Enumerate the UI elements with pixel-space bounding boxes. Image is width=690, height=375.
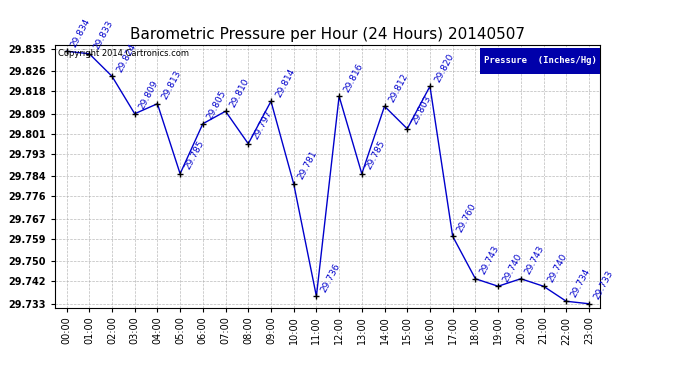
Text: 29.810: 29.810 xyxy=(228,76,251,108)
Text: 29.740: 29.740 xyxy=(546,252,569,284)
Text: Copyright 2014 Cartronics.com: Copyright 2014 Cartronics.com xyxy=(58,49,189,58)
Text: 29.813: 29.813 xyxy=(160,69,183,101)
Text: 29.824: 29.824 xyxy=(115,42,137,74)
Text: 29.834: 29.834 xyxy=(69,16,92,48)
Text: 29.785: 29.785 xyxy=(364,139,387,171)
Text: 29.805: 29.805 xyxy=(206,89,228,121)
Text: 29.803: 29.803 xyxy=(410,94,433,126)
Text: 29.740: 29.740 xyxy=(501,252,524,284)
Text: 29.833: 29.833 xyxy=(92,19,115,51)
Text: 29.760: 29.760 xyxy=(455,201,478,234)
Text: 29.809: 29.809 xyxy=(137,79,160,111)
Text: 29.743: 29.743 xyxy=(524,244,546,276)
Text: 29.734: 29.734 xyxy=(569,267,592,298)
Text: 29.820: 29.820 xyxy=(433,51,455,84)
Text: 29.812: 29.812 xyxy=(387,72,410,104)
Title: Barometric Pressure per Hour (24 Hours) 20140507: Barometric Pressure per Hour (24 Hours) … xyxy=(130,27,525,42)
Text: 29.733: 29.733 xyxy=(592,269,615,301)
Text: 29.743: 29.743 xyxy=(478,244,501,276)
Text: 29.814: 29.814 xyxy=(274,66,297,99)
Text: 29.781: 29.781 xyxy=(297,149,319,181)
Text: 29.785: 29.785 xyxy=(183,139,206,171)
Text: 29.816: 29.816 xyxy=(342,62,364,93)
Text: 29.736: 29.736 xyxy=(319,261,342,294)
Text: 29.797: 29.797 xyxy=(251,109,274,141)
